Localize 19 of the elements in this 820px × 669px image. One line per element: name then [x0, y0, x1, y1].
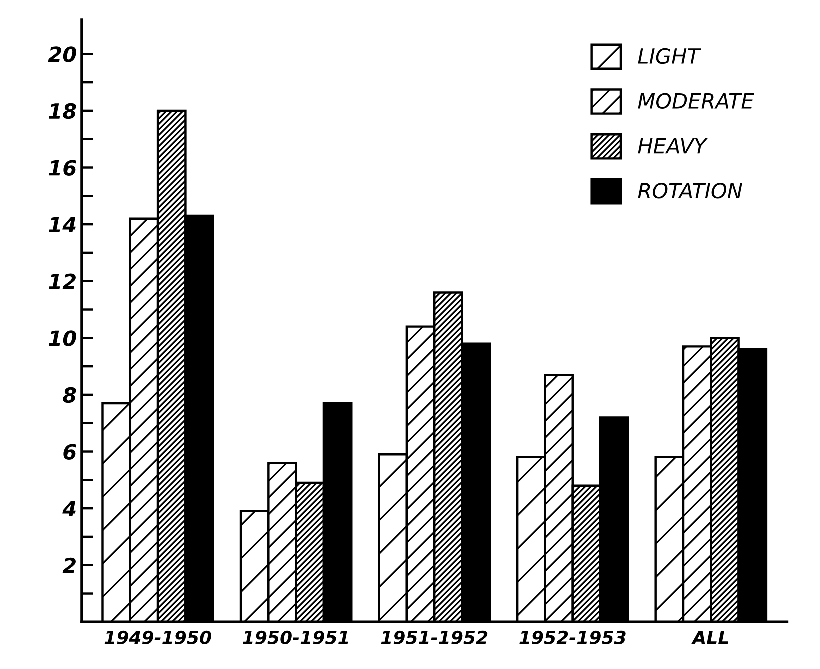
y-tick-label: 14 — [49, 217, 76, 232]
legend-label: ROTATION — [638, 183, 742, 199]
x-tick-label: 1949-1950 — [104, 630, 212, 644]
y-tick-label: 2 — [62, 558, 76, 574]
y-tick-label: 10 — [49, 330, 76, 346]
y-tick-label: 12 — [49, 274, 76, 290]
y-tick-label: 20 — [48, 46, 76, 62]
legend-label: LIGHT — [638, 48, 702, 64]
legend-label: HEAVY — [638, 138, 708, 154]
x-tick-label: 1950-1951 — [243, 630, 348, 644]
x-tick-label: 1952-1953 — [520, 630, 626, 644]
y-tick-label: 4 — [62, 501, 76, 516]
x-tick-label: ALL — [691, 631, 728, 644]
y-tick-label: 16 — [49, 160, 76, 176]
legend-label: MODERATE — [638, 93, 754, 109]
y-tick-label: 6 — [64, 444, 76, 460]
x-tick-label: 1951-1952 — [381, 630, 488, 644]
y-tick-label: 18 — [49, 103, 76, 120]
y-tick-label: 8 — [63, 387, 76, 404]
